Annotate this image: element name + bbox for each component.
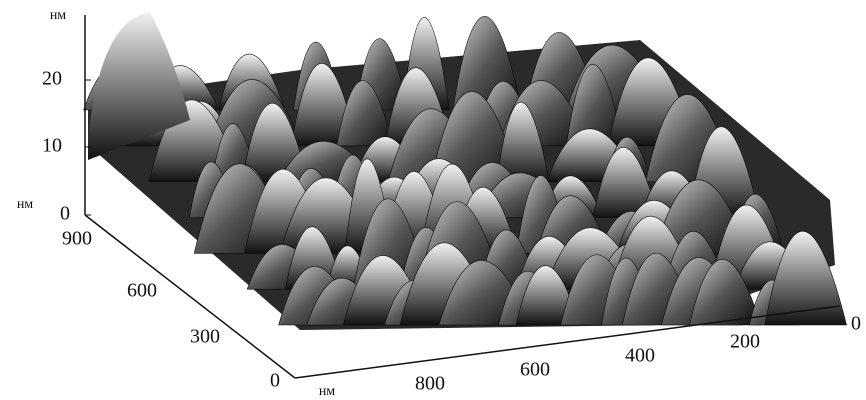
z-tick-label: 10 [42, 135, 62, 157]
surface-peak [764, 231, 847, 326]
z-axis-unit: нм [50, 8, 66, 23]
y-tick-label: 900 [62, 228, 92, 250]
z-tick-label: 0 [60, 203, 70, 225]
x-axis [294, 305, 841, 379]
x-tick-label: 800 [415, 373, 445, 395]
y-tick-label: 300 [190, 326, 220, 348]
x-tick-label: 200 [730, 331, 760, 353]
y-axis [84, 214, 296, 379]
x-tick-label: 400 [625, 345, 655, 367]
surface-peak [496, 101, 550, 182]
surface-peak [88, 12, 190, 160]
y-tick-label: 0 [270, 370, 280, 392]
y-tick-label: 600 [127, 280, 157, 302]
axes [84, 15, 841, 379]
z-tick-label: 20 [42, 68, 62, 90]
x-tick-label: 0 [851, 313, 861, 335]
surface [83, 12, 847, 330]
x-tick-label: 600 [520, 359, 550, 381]
y-axis-unit: нм [17, 197, 33, 212]
x-axis-unit: нм [319, 384, 335, 399]
